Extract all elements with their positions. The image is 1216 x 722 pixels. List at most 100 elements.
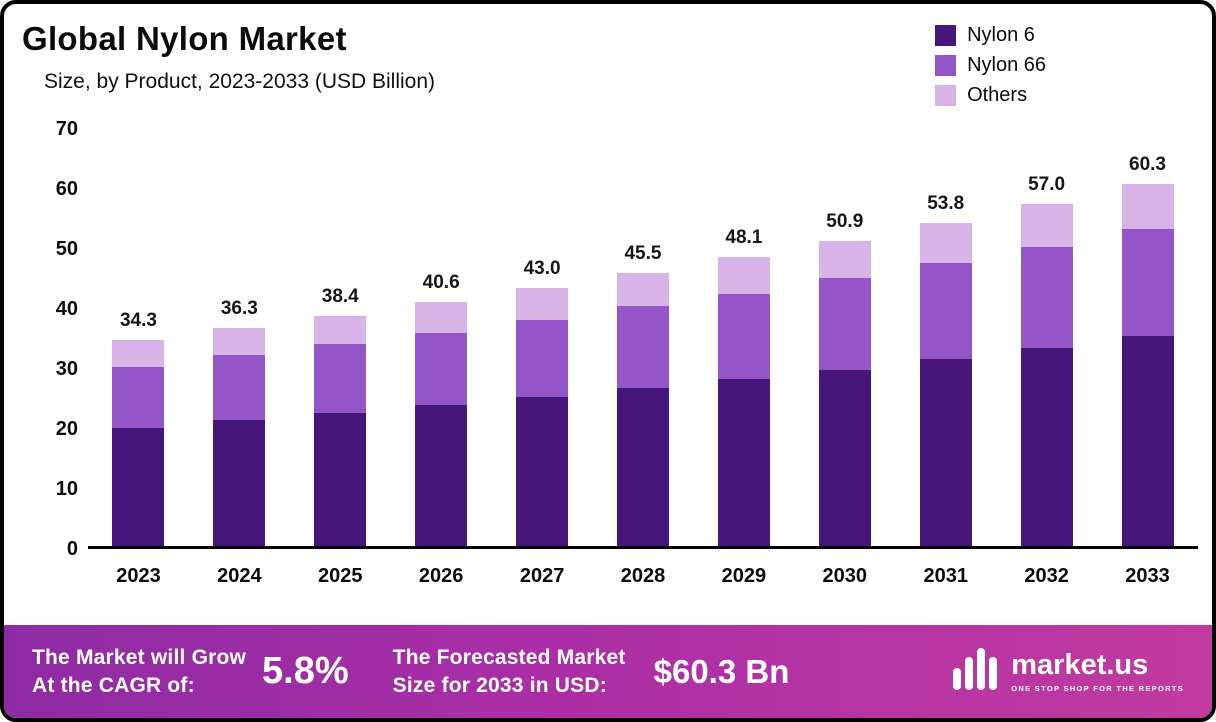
bar-segment-nylon-6 (919, 358, 972, 546)
bar-segment-others (213, 328, 266, 356)
x-axis-label: 2024 (217, 565, 262, 587)
header: Global Nylon Market Size, by Product, 20… (4, 4, 1212, 126)
bar-segment-nylon-66 (1020, 247, 1073, 348)
bar-segment-nylon-6 (516, 397, 569, 546)
y-tick-label: 70 (55, 118, 78, 140)
bar-segment-others (1020, 204, 1073, 248)
brand-tagline: One Stop Shop For The Reports (1011, 683, 1184, 693)
bar-2031: 53.8 (919, 193, 972, 546)
y-tick-label: 10 (55, 478, 78, 500)
bar-total-label: 40.6 (422, 272, 460, 294)
x-axis-label: 2026 (418, 565, 464, 587)
brand-name: market.us (1011, 648, 1149, 681)
forecast-value: $60.3 Bn (653, 652, 790, 690)
bar-segment-others (314, 315, 367, 344)
bar-2026: 40.6 (415, 272, 468, 546)
bar-total-label: 34.3 (119, 310, 157, 332)
legend-label: Others (967, 84, 1028, 106)
y-tick-label: 60 (55, 178, 78, 200)
legend-item: Nylon 66 (935, 54, 1046, 77)
y-axis: 0 10 20 30 40 50 60 70 (26, 119, 88, 559)
y-tick-label: 40 (55, 298, 78, 320)
bar-segment-others (112, 340, 165, 367)
bar-segment-nylon-66 (516, 319, 569, 398)
plot-area: 34.3 36.3 38.4 40.6 43.0 45.5 48.1 50.9 53.8 57.0… (88, 126, 1198, 549)
bar-total-label: 57.0 (1028, 174, 1066, 195)
bar-segment-others (717, 257, 770, 294)
bar-2025: 38.4 (314, 286, 367, 546)
cagr-label: The Market will Grow At the CAGR of: (32, 646, 247, 697)
y-tick-label: 20 (55, 418, 78, 440)
legend-item: Others (935, 84, 1046, 107)
bar-segment-others (516, 288, 569, 320)
chart-area: 0 10 20 30 40 50 60 70 34.3 36.3 38.4 40.6 43.0 45.5… (4, 119, 1212, 559)
brand-icon (953, 648, 999, 695)
bar-2028: 45.5 (616, 243, 669, 546)
bar-total-label: 48.1 (725, 227, 763, 249)
bar-2027: 43.0 (516, 258, 569, 546)
bar-segment-nylon-66 (818, 278, 871, 370)
bar-segment-nylon-6 (415, 405, 468, 546)
bar-segment-others (415, 302, 468, 333)
bar-segment-nylon-66 (717, 294, 770, 380)
bar-segment-others (818, 240, 871, 279)
x-axis-label: 2027 (519, 565, 565, 587)
forecast-label: The Forecasted Market Size for 2033 in U… (392, 646, 626, 697)
y-tick-label: 0 (66, 538, 78, 560)
bar-segment-nylon-6 (112, 427, 165, 546)
x-axis-label: 2029 (721, 565, 767, 587)
bar-segment-nylon-6 (818, 369, 871, 546)
bar-total-label: 60.3 (1129, 154, 1166, 176)
bar-segment-others (919, 223, 972, 263)
bar-segment-nylon-66 (213, 355, 266, 420)
x-axis-label: 2030 (822, 565, 868, 587)
cagr-value: 5.8% (262, 650, 349, 692)
bar-segment-nylon-66 (1121, 229, 1174, 336)
legend-swatch (935, 55, 957, 76)
bar-total-label: 45.5 (624, 243, 662, 264)
legend-item: Nylon 6 (935, 24, 1046, 47)
x-axis-label: 2033 (1125, 565, 1170, 587)
bar-2030: 50.9 (818, 211, 871, 546)
legend-swatch (935, 25, 957, 46)
y-tick-label: 50 (55, 238, 78, 260)
bar-segment-others (616, 273, 669, 306)
legend-label: Nylon 66 (967, 54, 1046, 76)
bar-2023: 34.3 (112, 310, 165, 546)
bar-segment-nylon-6 (213, 420, 266, 546)
bar-2024: 36.3 (213, 298, 266, 546)
bar-segment-nylon-6 (1121, 336, 1174, 546)
bar-total-label: 50.9 (826, 210, 864, 232)
bar-total-label: 53.8 (927, 193, 965, 215)
x-axis-label: 2032 (1024, 565, 1069, 587)
bar-segment-nylon-6 (616, 388, 669, 546)
bar-total-label: 36.3 (220, 298, 258, 320)
title-block: Global Nylon Market Size, by Product, 20… (22, 20, 435, 94)
x-axis-label: 2025 (318, 565, 363, 587)
bar-segment-nylon-6 (717, 379, 770, 546)
legend-swatch (935, 85, 957, 106)
x-axis-label: 2028 (620, 565, 666, 587)
x-axis-label: 2031 (923, 565, 968, 587)
bar-segment-nylon-66 (616, 306, 669, 389)
bar-2033: 60.3 (1121, 154, 1174, 546)
x-axis-label: 2023 (116, 565, 161, 587)
legend: Nylon 6 Nylon 66 Others (935, 24, 1046, 107)
brand-logo: market.us One Stop Shop For The Reports (953, 648, 1184, 695)
bar-segment-nylon-66 (919, 262, 972, 359)
bar-segment-nylon-6 (314, 412, 367, 546)
bar-total-label: 43.0 (523, 258, 561, 279)
bar-segment-nylon-6 (1020, 347, 1073, 546)
bar-2032: 57.0 (1020, 174, 1073, 546)
brand-text: market.us One Stop Shop For The Reports (1011, 648, 1184, 693)
bar-segment-others (1121, 184, 1174, 230)
chart-title: Global Nylon Market (22, 20, 347, 57)
bar-total-label: 38.4 (321, 285, 359, 307)
x-axis: 2023 2024 2025 2026 2027 2028 2029 2030 2031 2032… (4, 549, 1212, 625)
bar-2029: 48.1 (717, 227, 770, 546)
bar-segment-nylon-66 (314, 343, 367, 413)
bar-segment-nylon-66 (415, 333, 468, 405)
footer-banner: The Market will Grow At the CAGR of: 5.8… (4, 625, 1212, 718)
y-tick-label: 30 (55, 358, 78, 380)
